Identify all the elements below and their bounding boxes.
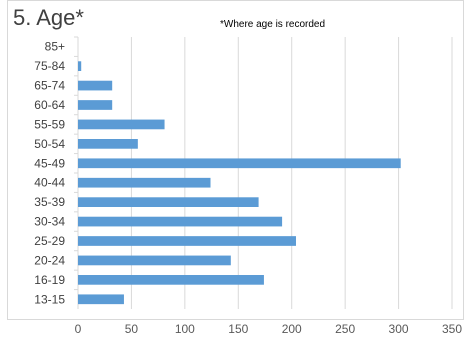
- y-category-label: 45-49: [34, 156, 65, 170]
- x-tick-label: 300: [389, 322, 409, 336]
- x-tick-label: 0: [75, 322, 82, 336]
- y-category-label: 55-59: [34, 117, 65, 131]
- bar: [78, 177, 211, 188]
- y-category-label: 65-74: [34, 79, 65, 93]
- y-category-label: 16-19: [34, 273, 65, 287]
- x-tick-label: 250: [335, 322, 355, 336]
- chart-title: 5. Age*: [13, 5, 84, 30]
- bar: [78, 139, 138, 149]
- bar: [78, 61, 82, 71]
- bar: [78, 255, 231, 266]
- x-tick-label: 200: [282, 322, 302, 336]
- y-category-label: 20-24: [34, 253, 65, 267]
- y-category-label: 40-44: [34, 176, 65, 190]
- y-category-label: 60-64: [34, 98, 65, 112]
- bar: [78, 158, 401, 169]
- y-category-label: 30-34: [34, 215, 65, 229]
- x-tick-label: 150: [228, 322, 248, 336]
- bar: [78, 294, 124, 305]
- y-category-label: 85+: [45, 40, 65, 54]
- y-category-label: 75-84: [34, 59, 65, 73]
- bar: [78, 197, 259, 207]
- chart-note: *Where age is recorded: [220, 19, 326, 30]
- y-category-label: 50-54: [34, 137, 65, 151]
- y-category-label: 35-39: [34, 195, 65, 209]
- bar: [78, 100, 113, 110]
- bar: [78, 275, 264, 285]
- bar: [78, 216, 283, 227]
- bar: [78, 119, 165, 130]
- x-tick-label: 100: [175, 322, 195, 336]
- bar: [78, 80, 113, 91]
- y-category-label: 25-29: [34, 234, 65, 248]
- x-tick-label: 350: [442, 322, 462, 336]
- bar: [78, 236, 296, 246]
- x-tick-label: 50: [125, 322, 139, 336]
- y-category-label: 13-15: [34, 292, 65, 306]
